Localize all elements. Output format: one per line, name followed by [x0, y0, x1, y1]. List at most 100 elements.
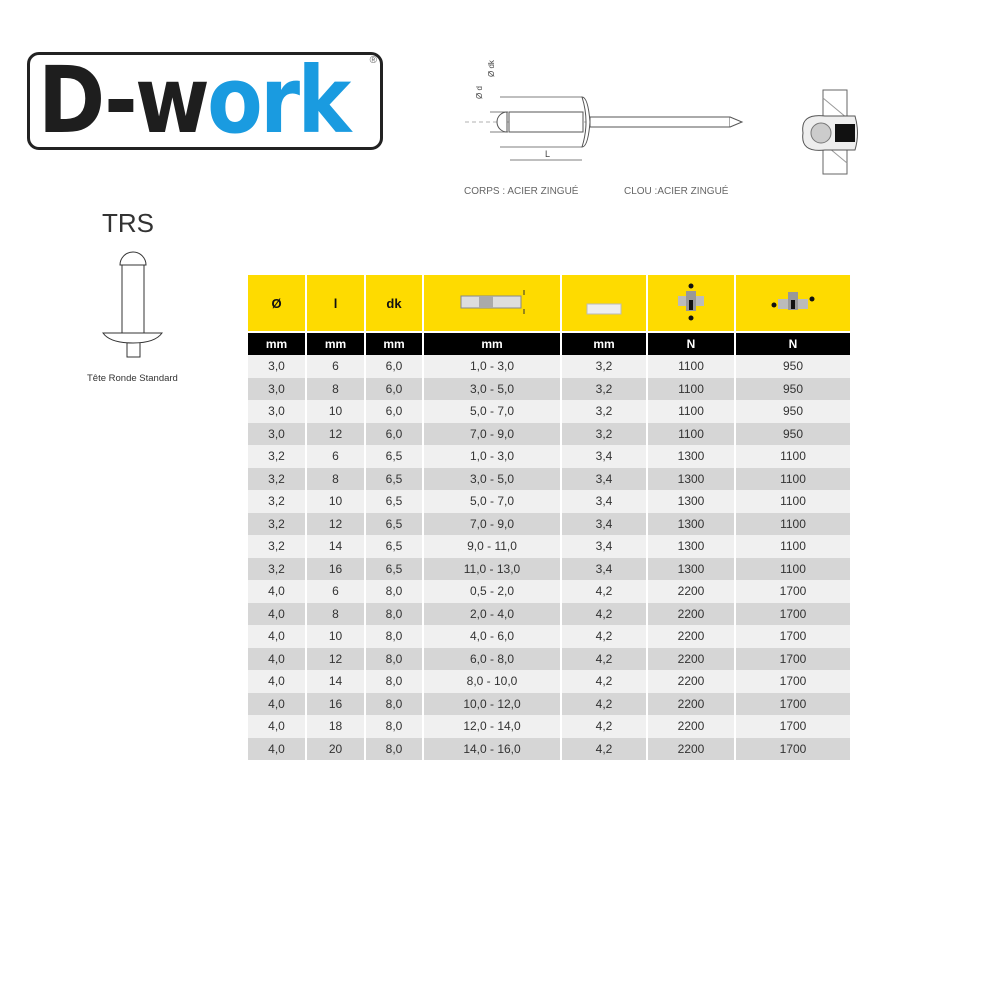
table-cell: 0,5 - 2,0 — [423, 580, 562, 603]
table-cell: 4,0 — [248, 625, 307, 648]
table-row: 3,0 8 6,0 3,0 - 5,0 3,2 1100 950 — [248, 377, 850, 400]
table-cell: 2200 — [647, 625, 736, 648]
table-cell: 2200 — [647, 715, 736, 738]
table-cell: 1100 — [647, 422, 736, 445]
product-code: TRS — [102, 208, 154, 238]
table-cell: 1700 — [735, 715, 850, 738]
table-cell: 3,4 — [561, 512, 648, 535]
table-cell: 16 — [306, 692, 366, 715]
table-row: 4,0 20 8,0 14,0 - 16,0 4,2 2200 1700 — [248, 737, 850, 760]
unit: mm — [561, 331, 648, 355]
table-cell: 3,2 — [248, 557, 307, 580]
table-row: 3,2 10 6,5 5,0 - 7,0 3,4 1300 1100 — [248, 490, 850, 513]
table-cell: 3,2 — [248, 467, 307, 490]
unit: N — [647, 331, 736, 355]
header-diameter: Ø — [248, 275, 307, 332]
table-cell: 1100 — [647, 377, 736, 400]
table-cell: 8,0 — [365, 647, 424, 670]
unit: mm — [248, 331, 307, 355]
tensile-strength-icon — [678, 283, 704, 320]
table-row: 4,0 14 8,0 8,0 - 10,0 4,2 2200 1700 — [248, 670, 850, 693]
table-row: 3,0 12 6,0 7,0 - 9,0 3,2 1100 950 — [248, 422, 850, 445]
registered-mark: ® — [369, 55, 377, 66]
table-cell: 4,2 — [561, 647, 648, 670]
d-work-logo: D-work ® — [27, 52, 383, 150]
table-cell: 4,0 — [248, 737, 307, 760]
table-cell: 14 — [306, 535, 366, 558]
table-cell: 12 — [306, 512, 366, 535]
table-cell: 6,5 — [365, 557, 424, 580]
table-cell: 6,0 — [365, 400, 424, 423]
table-cell: 1100 — [647, 400, 736, 423]
header-shear-strength — [735, 275, 850, 332]
table-cell: 1,0 - 3,0 — [423, 445, 562, 468]
table-cell: 6 — [306, 580, 366, 603]
table-row: 3,2 14 6,5 9,0 - 11,0 3,4 1300 1100 — [248, 535, 850, 558]
table-cell: 8,0 — [365, 625, 424, 648]
unit: mm — [423, 331, 562, 355]
table-row: 3,2 16 6,5 11,0 - 13,0 3,4 1300 1100 — [248, 557, 850, 580]
table-cell: 3,2 — [248, 535, 307, 558]
table-cell: 1100 — [735, 445, 850, 468]
table-cell: 4,0 — [248, 692, 307, 715]
mandrel-material-caption: CLOU :ACIER ZINGUÉ — [624, 186, 729, 197]
table-cell: 2,0 - 4,0 — [423, 602, 562, 625]
table-cell: 3,0 — [248, 377, 307, 400]
table-row: 4,0 6 8,0 0,5 - 2,0 4,2 2200 1700 — [248, 580, 850, 603]
table-cell: 4,0 — [248, 715, 307, 738]
table-cell: 7,0 - 9,0 — [423, 512, 562, 535]
table-cell: 10 — [306, 490, 366, 513]
header-head-diameter: dk — [365, 275, 424, 332]
table-cell: 950 — [735, 422, 850, 445]
table-cell: 1100 — [735, 467, 850, 490]
table-cell: 8 — [306, 377, 366, 400]
table-cell: 6,5 — [365, 490, 424, 513]
table-cell: 3,4 — [561, 445, 648, 468]
diameter-d-label: Ø d — [475, 86, 484, 99]
specification-table: Ø l dk mm mm mm mm mm N N 3,0 6 6,0 1,0 - 3… — [248, 275, 850, 760]
table-cell: 1700 — [735, 602, 850, 625]
round-head-rivet-icon — [102, 251, 163, 358]
table-cell: 1300 — [647, 535, 736, 558]
product-caption: Tête Ronde Standard — [87, 373, 178, 384]
table-cell: 4,0 — [248, 580, 307, 603]
table-cell: 14,0 - 16,0 — [423, 737, 562, 760]
table-cell: 6,5 — [365, 535, 424, 558]
table-cell: 18 — [306, 715, 366, 738]
header-grip-range — [423, 275, 562, 332]
unit: mm — [306, 331, 366, 355]
table-row: 3,2 8 6,5 3,0 - 5,0 3,4 1300 1100 — [248, 467, 850, 490]
table-cell: 2200 — [647, 670, 736, 693]
table-cell: 1300 — [647, 445, 736, 468]
table-cell: 1100 — [647, 355, 736, 378]
table-cell: 3,0 — [248, 422, 307, 445]
table-cell: 16 — [306, 557, 366, 580]
table-cell: 6,0 — [365, 422, 424, 445]
table-cell: 950 — [735, 400, 850, 423]
table-cell: 1300 — [647, 512, 736, 535]
diameter-dk-label: Ø dk — [487, 59, 496, 77]
table-cell: 8,0 — [365, 602, 424, 625]
table-cell: 1700 — [735, 737, 850, 760]
table-cell: 2200 — [647, 580, 736, 603]
table-cell: 3,4 — [561, 535, 648, 558]
table-row: 3,2 12 6,5 7,0 - 9,0 3,4 1300 1100 — [248, 512, 850, 535]
table-cell: 3,2 — [561, 355, 648, 378]
logo-wordmark: D-work — [38, 47, 351, 154]
table-cell: 6,5 — [365, 512, 424, 535]
unit: N — [735, 331, 850, 355]
table-cell: 3,0 — [248, 400, 307, 423]
table-cell: 6,0 - 8,0 — [423, 647, 562, 670]
table-cell: 3,2 — [561, 377, 648, 400]
table-cell: 1300 — [647, 467, 736, 490]
table-cell: 1100 — [735, 557, 850, 580]
table-cell: 2200 — [647, 737, 736, 760]
table-cell: 6,5 — [365, 445, 424, 468]
table-row: 3,0 10 6,0 5,0 - 7,0 3,2 1100 950 — [248, 400, 850, 423]
table-cell: 4,0 — [248, 647, 307, 670]
table-cell: 3,2 — [248, 445, 307, 468]
table-cell: 1,0 - 3,0 — [423, 355, 562, 378]
table-cell: 1100 — [735, 512, 850, 535]
grip-range-icon — [460, 289, 525, 314]
table-row: 4,0 16 8,0 10,0 - 12,0 4,2 2200 1700 — [248, 692, 850, 715]
